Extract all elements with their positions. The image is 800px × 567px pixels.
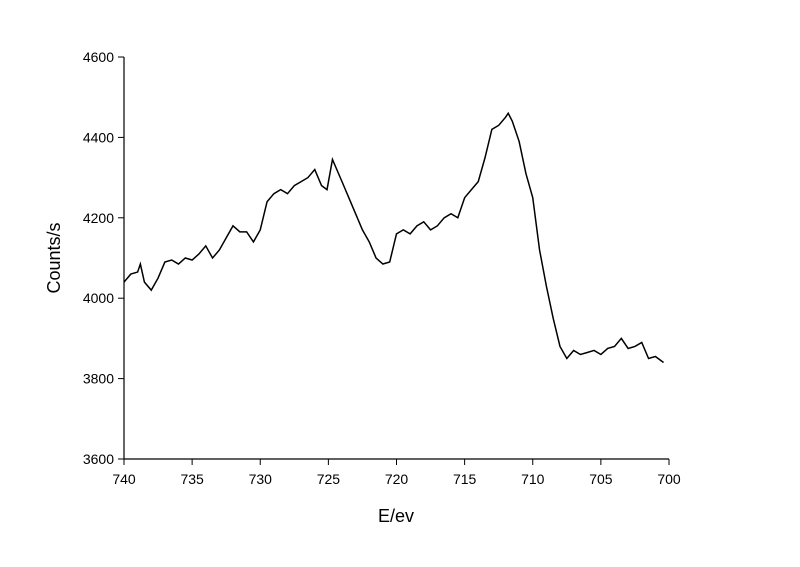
y-tick-label: 4200 [83, 210, 114, 226]
y-tick-label: 4000 [83, 290, 114, 306]
x-tick-label: 710 [521, 471, 545, 487]
y-axis-label: Counts/s [44, 222, 64, 293]
y-tick-label: 4600 [83, 49, 114, 65]
x-tick-label: 705 [589, 471, 613, 487]
y-tick-label: 3800 [83, 371, 114, 387]
y-tick-label: 3600 [83, 451, 114, 467]
x-tick-label: 715 [453, 471, 477, 487]
x-tick-label: 720 [385, 471, 409, 487]
x-tick-label: 730 [249, 471, 273, 487]
x-tick-label: 700 [657, 471, 681, 487]
data-line [123, 111, 664, 364]
x-tick-label: 735 [180, 471, 204, 487]
y-tick-label: 4400 [83, 129, 114, 145]
x-axis-label: E/ev [378, 506, 414, 526]
x-tick-label: 740 [112, 471, 136, 487]
x-tick-label: 725 [317, 471, 341, 487]
